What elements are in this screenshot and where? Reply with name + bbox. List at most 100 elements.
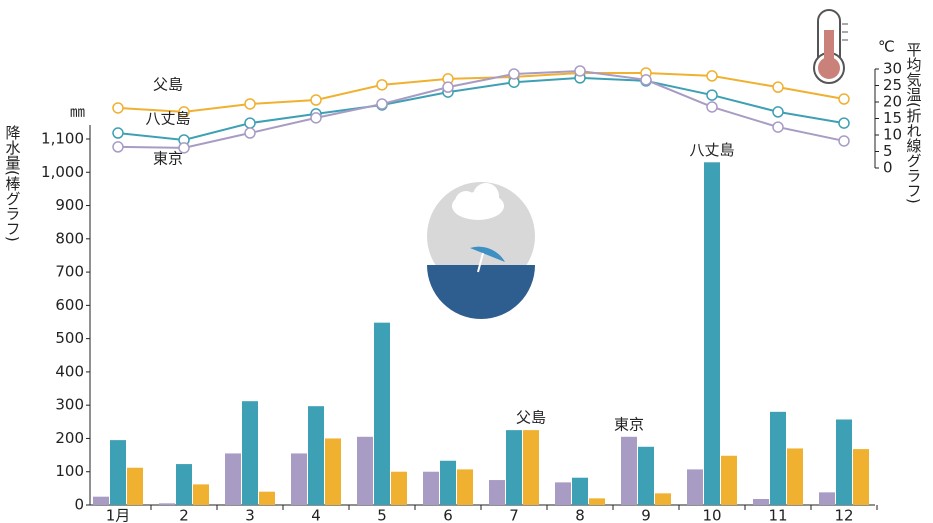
line	[117, 76, 845, 141]
x-tick-label: 12	[834, 507, 853, 523]
line-point	[376, 79, 388, 91]
bar	[704, 162, 720, 506]
bar-annotation: 八丈島	[689, 141, 734, 159]
bar	[391, 471, 407, 505]
line-point	[838, 117, 850, 129]
y-tick-label: 1,000	[41, 163, 84, 181]
y-tick-label: 500	[55, 329, 84, 347]
line-point	[508, 68, 520, 80]
line-point	[706, 101, 718, 113]
line-point	[640, 74, 652, 86]
bar	[193, 484, 209, 505]
bar	[176, 464, 192, 505]
line-point	[772, 106, 784, 118]
y2-axis-label: 平均気温(折れ線グラフ)	[905, 42, 923, 204]
y-axis-label: 降水量(棒グラフ)	[4, 125, 22, 242]
y2-tick-label: 15	[883, 109, 902, 127]
y-tick-label: 800	[55, 229, 84, 247]
x-tick-label: 9	[641, 507, 651, 523]
bar	[259, 491, 275, 505]
bar	[638, 446, 654, 505]
bar	[753, 499, 769, 505]
bar	[93, 496, 109, 505]
bar	[687, 469, 703, 505]
bar	[374, 322, 390, 505]
line-label: 父島	[153, 75, 183, 93]
bar	[572, 477, 588, 505]
bar	[159, 503, 175, 505]
rain-icon	[427, 182, 535, 319]
bar	[225, 453, 241, 505]
line-point	[310, 112, 322, 124]
x-tick-label: 10	[702, 507, 721, 523]
bar	[621, 436, 637, 505]
line-point	[178, 142, 190, 154]
y-tick-label: 100	[55, 462, 84, 480]
bar	[489, 480, 505, 505]
bar-annotation: 東京	[614, 415, 644, 433]
bar	[457, 469, 473, 505]
line-label: 八丈島	[145, 110, 190, 128]
bar	[836, 419, 852, 505]
bar	[506, 430, 522, 505]
x-tick-label: 5	[377, 507, 387, 523]
y-tick-label: 400	[55, 362, 84, 380]
line-point	[112, 102, 124, 114]
y-tick-label: 1,100	[41, 130, 84, 148]
x-tick-label: 3	[245, 507, 255, 523]
y2-unit: ℃	[878, 38, 895, 56]
bar	[325, 438, 341, 505]
bar-annotation: 父島	[516, 409, 546, 427]
bar	[721, 455, 737, 505]
bar	[242, 401, 258, 505]
bar	[357, 436, 373, 505]
line-point	[244, 98, 256, 110]
y2-tick-label: 20	[883, 93, 902, 111]
line-point	[376, 98, 388, 110]
y-unit: ㎜	[70, 103, 85, 121]
line-point	[244, 117, 256, 129]
y-tick-label: 200	[55, 429, 84, 447]
line-point	[838, 93, 850, 105]
bar	[555, 482, 571, 505]
bar	[819, 492, 835, 505]
line-point	[772, 81, 784, 93]
bar	[440, 460, 456, 505]
line-point	[244, 127, 256, 139]
line-point	[838, 135, 850, 147]
x-tick-label: 8	[575, 507, 585, 523]
y-tick-label: 700	[55, 263, 84, 281]
line-point	[706, 89, 718, 101]
bar	[589, 498, 605, 505]
line-point	[112, 127, 124, 139]
y-tick-label: 600	[55, 296, 84, 314]
y2-tick-label: 5	[883, 142, 893, 160]
thermometer-icon	[813, 9, 848, 84]
bar	[110, 440, 126, 505]
x-tick-label: 11	[768, 507, 787, 523]
bar	[127, 467, 143, 505]
line-point	[310, 94, 322, 106]
x-tick-label: 7	[509, 507, 519, 523]
y2-tick-label: 30	[883, 60, 902, 78]
y-tick-label: 900	[55, 196, 84, 214]
line	[117, 69, 845, 149]
y2-tick-label: 10	[883, 126, 902, 144]
line-point	[112, 141, 124, 153]
x-tick-label: 6	[443, 507, 453, 523]
y-tick-label: 0	[74, 496, 84, 514]
x-tick-label: 2	[179, 507, 189, 523]
bar	[655, 493, 671, 505]
bar	[523, 430, 539, 505]
x-tick-label: 4	[311, 507, 321, 523]
line	[117, 71, 845, 113]
y2-tick-label: 25	[883, 76, 902, 94]
bar	[770, 411, 786, 505]
y2-tick-label: 0	[883, 159, 893, 177]
x-tick-label: 1月	[106, 507, 131, 523]
bar	[291, 453, 307, 505]
line-point	[772, 121, 784, 133]
bar	[787, 448, 803, 505]
line-point	[442, 81, 454, 93]
